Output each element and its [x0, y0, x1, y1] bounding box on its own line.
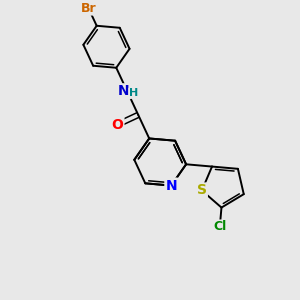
Text: N: N: [118, 84, 130, 98]
Text: H: H: [129, 88, 138, 98]
Text: O: O: [112, 118, 123, 132]
Text: Cl: Cl: [213, 220, 226, 233]
Text: N: N: [165, 178, 177, 193]
Text: Br: Br: [81, 2, 96, 15]
Text: S: S: [197, 184, 207, 197]
